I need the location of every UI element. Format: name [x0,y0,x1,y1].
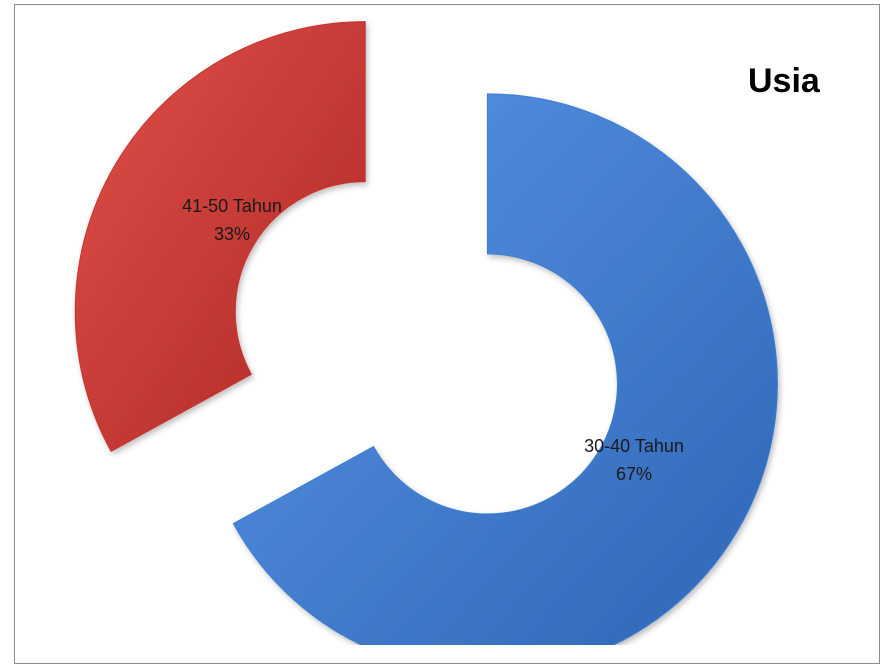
label-30-40-tahun-value: 67% [616,464,652,484]
doughnut-chart: 30-40 Tahun 67% 41-50 Tahun 33% [74,21,778,645]
slice-41-50-tahun [74,21,366,453]
label-41-50-tahun-category: 41-50 Tahun [182,196,282,216]
label-41-50-tahun-value: 33% [214,224,250,244]
label-30-40-tahun-category: 30-40 Tahun [584,436,684,456]
chart-title: Usia [748,62,820,100]
slice-30-40-tahun [232,93,778,645]
